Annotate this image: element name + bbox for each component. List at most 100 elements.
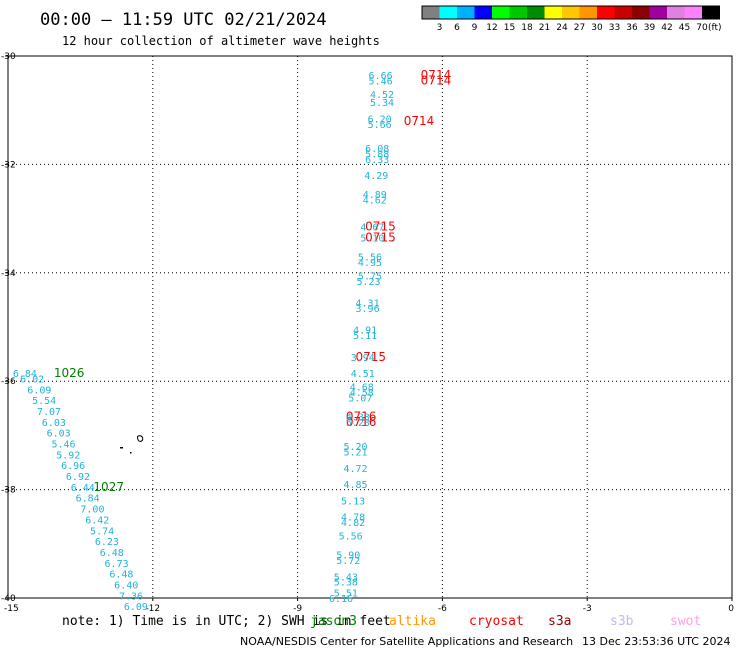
colorbar-label: 3: [437, 23, 443, 33]
x-axis-ticks: -15 -12 -9 -6 -3 0: [4, 598, 734, 614]
colorbar-swatch: [614, 6, 632, 19]
wave-height-label: 5.21: [343, 448, 367, 459]
wave-height-label: 5.10: [360, 234, 384, 245]
satellite-legend-item: swot: [670, 614, 701, 629]
satellite-legend: jason3 altika cryosat s3a s3b swot: [310, 614, 701, 629]
wave-height-label: 6.33: [365, 155, 389, 166]
wave-height-label: 7.00: [80, 505, 104, 516]
wave-height-label: 6.73: [105, 559, 129, 570]
wave-height-label: 4.78: [341, 513, 365, 524]
y-tick-label: -36: [1, 377, 16, 387]
wave-height-label: 5.51: [334, 589, 358, 600]
colorbar-swatch: [649, 6, 667, 19]
plot-frame: [7, 55, 733, 599]
footer-note: note: 1) Time is in UTC; 2) SWH is in fe…: [62, 614, 391, 629]
colorbar-label: 15: [504, 23, 515, 33]
wave-height-label: 6.09: [27, 385, 51, 396]
colorbar-label: 33: [609, 23, 620, 33]
pass-time-label: 0716: [346, 415, 377, 429]
satellite-legend-item: cryosat: [469, 614, 524, 629]
wave-height-label: 3.94: [351, 353, 375, 364]
satellite-legend-item: altika: [389, 614, 436, 629]
chart-title: 00:00 – 11:59 UTC 02/21/2024: [40, 10, 327, 30]
colorbar-label: 45: [679, 23, 690, 33]
wave-height-label: 6.84: [76, 494, 100, 505]
wave-height-label: 5.74: [90, 526, 114, 537]
wave-height-label: 4.91: [353, 326, 377, 337]
pass-time-label: 0715: [365, 231, 396, 245]
footer-credit: NOAA/NESDIS Center for Satellite Applica…: [240, 635, 573, 648]
colorbar-label: 9: [472, 23, 478, 33]
colorbar-swatch: [702, 6, 720, 19]
y-tick-label: -30: [1, 52, 16, 62]
colorbar-swatch: [544, 6, 562, 19]
wave-height-label: 5.34: [370, 98, 394, 109]
colorbar-label: 6: [454, 23, 460, 33]
colorbar-swatch: [684, 6, 702, 19]
wave-height-label: 4.58: [350, 388, 374, 399]
wave-height-label: 5.23: [356, 277, 380, 288]
wave-height-label: 5.43: [334, 572, 358, 583]
footer-generated: 13 Dec 23:53:36 UTC 2024: [582, 635, 730, 648]
wave-height-label: 6.66: [369, 71, 393, 82]
island-outline: [120, 435, 144, 454]
colorbar-label: 12: [486, 23, 497, 33]
colorbar-swatch: [422, 6, 440, 19]
wave-height-label: 4.62: [363, 196, 387, 207]
wave-height-label: 5.88: [365, 150, 389, 161]
wave-height-label: 4.72: [343, 464, 367, 475]
wave-height-label: 5.11: [353, 331, 377, 342]
wave-height-label: 6.08: [365, 144, 389, 155]
wave-height-label: 6.03: [42, 418, 66, 429]
colorbar-label: 24: [556, 23, 568, 33]
satellite-legend-item: jason3: [310, 614, 357, 629]
satellite-legend-item: s3b: [610, 614, 634, 629]
chart-subtitle: 12 hour collection of altimeter wave hei…: [62, 34, 380, 48]
wave-height-label: 5.56: [358, 253, 382, 264]
wave-height-label: 6.20: [368, 114, 392, 125]
colorbar-swatch: [562, 6, 580, 19]
wave-height-label: 5.07: [348, 393, 372, 404]
wave-height-label: 4.31: [356, 299, 380, 310]
x-tick-label: -15: [4, 604, 19, 614]
x-tick-label: 0: [728, 604, 734, 614]
wave-height-label: 4.85: [343, 480, 367, 491]
wave-height-label: 5.38: [334, 578, 358, 589]
wave-height-label: 6.48: [100, 548, 124, 559]
colorbar-swatch: [597, 6, 615, 19]
colorbar-swatch: [527, 6, 545, 19]
wave-height-label: 4.67: [360, 223, 384, 234]
wave-height-label: 6.42: [85, 515, 109, 526]
pass-time-label: 0715: [365, 220, 396, 234]
pass-time-label: 1026: [54, 366, 85, 380]
colorbar-swatch: [579, 6, 597, 19]
wave-height-label: 6.44: [71, 483, 95, 494]
wave-height-label: 4.68: [350, 383, 374, 394]
pass-time-label: 0714: [421, 73, 452, 87]
colorbar-swatch: [509, 6, 527, 19]
colorbar-label: 27: [574, 23, 585, 33]
wave-height-label: 7.07: [37, 407, 61, 418]
colorbar-swatch: [457, 6, 475, 19]
colorbar-swatch: [439, 6, 457, 19]
colorbar-label: 70: [696, 23, 708, 33]
pass-time-label: 0715: [356, 350, 387, 364]
wave-height-label: 5.75: [358, 272, 382, 283]
colorbar-label: 21: [539, 23, 550, 33]
wave-height-label: 4.89: [363, 190, 387, 201]
wave-height-label: 4.51: [351, 369, 375, 380]
wave-height-label: 5.54: [32, 396, 56, 407]
pass-time-label: 1027: [93, 480, 124, 494]
wave-height-label: 5.56: [339, 532, 363, 543]
y-tick-label: -34: [1, 269, 16, 279]
wave-height-label: 5.72: [336, 556, 360, 567]
colorbar-swatch: [474, 6, 492, 19]
wave-height-label: 4.82: [341, 518, 365, 529]
wave-height-label: 5.66: [368, 120, 392, 131]
wave-height-label: 4.52: [370, 90, 394, 101]
pass-time-label: 0714: [421, 68, 452, 82]
wave-height-label: 7.36: [119, 591, 143, 602]
colorbar-swatch: [632, 6, 650, 19]
x-tick-label: -6: [438, 604, 447, 614]
